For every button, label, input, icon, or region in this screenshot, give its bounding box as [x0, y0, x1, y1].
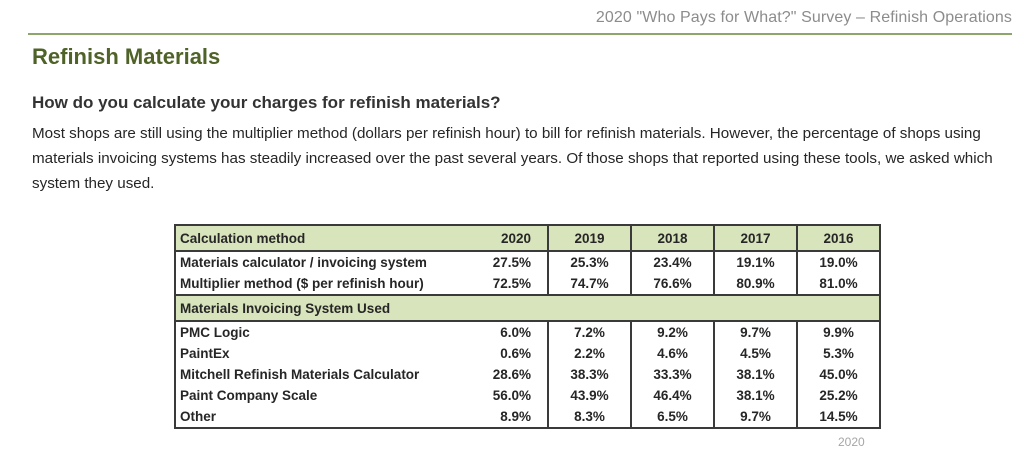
- year-header: 2018: [630, 224, 714, 252]
- running-header: 2020 "Who Pays for What?" Survey – Refin…: [595, 9, 1012, 26]
- table-row: PMC Logic 6.0% 7.2% 9.2% 9.7% 9.9%: [175, 321, 880, 343]
- table-row: Mitchell Refinish Materials Calculator 2…: [175, 364, 880, 385]
- row-label: Materials calculator / invoicing system: [180, 255, 427, 270]
- row-label: Mitchell Refinish Materials Calculator: [180, 367, 420, 382]
- cell-value: 25.3%: [547, 251, 631, 273]
- year-header: 2016: [796, 224, 880, 252]
- question-heading: How do you calculate your charges for re…: [32, 93, 501, 112]
- cell-value: 4.5%: [713, 343, 797, 364]
- cell-value: 72.5%: [492, 276, 531, 291]
- cell-value: 0.6%: [500, 346, 531, 361]
- year-header: 2017: [713, 224, 797, 252]
- cell-value: 38.1%: [713, 364, 797, 385]
- year-header: 2020: [472, 224, 548, 252]
- cell-value: 6.5%: [630, 406, 714, 429]
- cell-value: 9.7%: [713, 321, 797, 343]
- row-label: Other: [175, 406, 472, 429]
- cell-value: 6.0%: [500, 325, 531, 340]
- cell-value: 4.6%: [630, 343, 714, 364]
- row-label: PMC Logic: [180, 325, 250, 340]
- cell-value: 76.6%: [630, 273, 714, 295]
- table-header-row: Calculation method 2020 2019 2018 2017 2…: [175, 224, 880, 252]
- cell-value: 9.7%: [713, 406, 797, 429]
- cell-value: 43.9%: [547, 385, 631, 406]
- refinish-materials-table: Calculation method 2020 2019 2018 2017 2…: [174, 224, 881, 429]
- cell-value: 14.5%: [796, 406, 880, 429]
- table-row: PaintEx 0.6% 2.2% 4.6% 4.5% 5.3%: [175, 343, 880, 364]
- cell-value: 8.9%: [472, 406, 548, 429]
- section-title: Refinish Materials: [32, 44, 221, 69]
- table-row: Paint Company Scale 56.0% 43.9% 46.4% 38…: [175, 385, 880, 406]
- header-divider: [28, 33, 1012, 35]
- cell-value: 2.2%: [547, 343, 631, 364]
- table-footnote: 2020: [838, 435, 865, 449]
- row-label: Paint Company Scale: [180, 388, 318, 403]
- cell-value: 8.3%: [547, 406, 631, 429]
- year-header: 2019: [547, 224, 631, 252]
- cell-value: 23.4%: [630, 251, 714, 273]
- cell-value: 38.1%: [713, 385, 797, 406]
- cell-value: 7.2%: [547, 321, 631, 343]
- cell-value: 19.1%: [713, 251, 797, 273]
- subheader-label: Materials Invoicing System Used: [175, 294, 880, 322]
- cell-value: 19.0%: [796, 251, 880, 273]
- table-subheader-row: Materials Invoicing System Used: [175, 294, 880, 322]
- cell-value: 81.0%: [796, 273, 880, 295]
- cell-value: 46.4%: [630, 385, 714, 406]
- cell-value: 9.2%: [630, 321, 714, 343]
- table-row: Materials calculator / invoicing system …: [175, 251, 880, 273]
- header-label: Calculation method: [175, 224, 472, 252]
- cell-value: 25.2%: [796, 385, 880, 406]
- table-row: Other 8.9% 8.3% 6.5% 9.7% 14.5%: [175, 406, 880, 429]
- cell-value: 28.6%: [492, 367, 531, 382]
- cell-value: 27.5%: [492, 255, 531, 270]
- cell-value: 38.3%: [547, 364, 631, 385]
- cell-value: 56.0%: [492, 388, 531, 403]
- cell-value: 5.3%: [796, 343, 880, 364]
- cell-value: 45.0%: [796, 364, 880, 385]
- cell-value: 33.3%: [630, 364, 714, 385]
- body-paragraph: Most shops are still using the multiplie…: [32, 125, 993, 192]
- cell-value: 80.9%: [713, 273, 797, 295]
- table-row: Multiplier method ($ per refinish hour) …: [175, 273, 880, 295]
- row-label: Multiplier method ($ per refinish hour): [180, 276, 424, 291]
- row-label: PaintEx: [180, 346, 230, 361]
- cell-value: 74.7%: [547, 273, 631, 295]
- cell-value: 9.9%: [796, 321, 880, 343]
